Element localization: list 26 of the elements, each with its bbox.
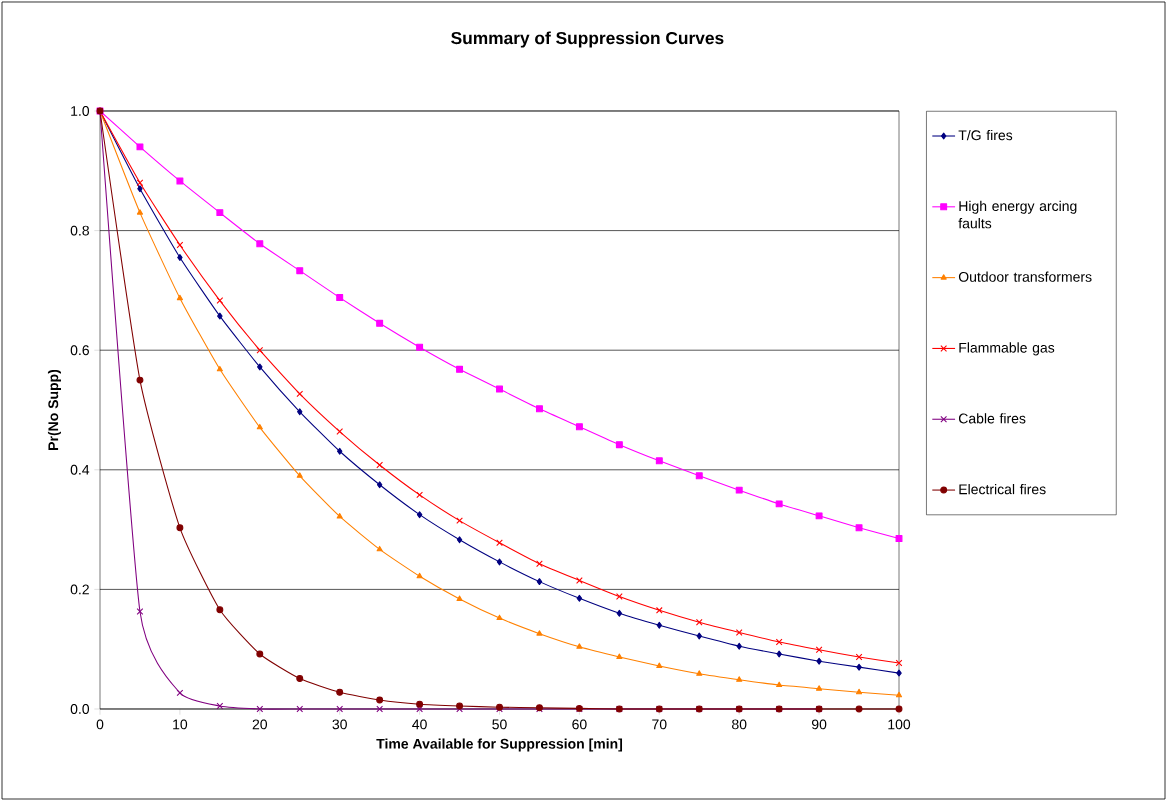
y-tick-label: 0.8 [70, 225, 89, 236]
x-tick-label: 0 [96, 719, 104, 730]
x-axis-title: Time Available for Suppression [min] [376, 738, 623, 752]
legend-label: Flammable gas [959, 342, 1055, 356]
x-tick-label: 40 [412, 719, 427, 730]
chart-title: Summary of Suppression Curves [451, 31, 724, 48]
x-tick-label: 80 [732, 719, 747, 730]
y-tick-label: 0.0 [70, 704, 90, 714]
y-tick-label: 1.0 [71, 106, 90, 116]
x-tick-label: 70 [652, 719, 667, 730]
y-tick-label: 0.6 [70, 345, 89, 356]
x-tick-label: 60 [572, 719, 587, 730]
x-tick-label: 50 [492, 719, 507, 730]
y-tick-label: 0.2 [70, 584, 89, 595]
x-tick-label: 100 [888, 719, 911, 730]
legend-label: Electrical fires [959, 483, 1046, 495]
legend-label: T/G fires [958, 129, 1013, 141]
x-tick-label: 30 [332, 719, 347, 730]
legend-label: High energy arcing faults [958, 200, 1077, 229]
x-tick-label: 90 [811, 719, 827, 730]
x-tick-label: 20 [252, 719, 268, 730]
x-tick-label: 10 [173, 719, 188, 730]
legend-label: Outdoor transformers [958, 271, 1092, 282]
legend-label: Cable fires [958, 413, 1026, 424]
y-tick-label: 0.4 [70, 464, 90, 475]
y-axis-title: Pr(No Supp) [47, 369, 61, 450]
